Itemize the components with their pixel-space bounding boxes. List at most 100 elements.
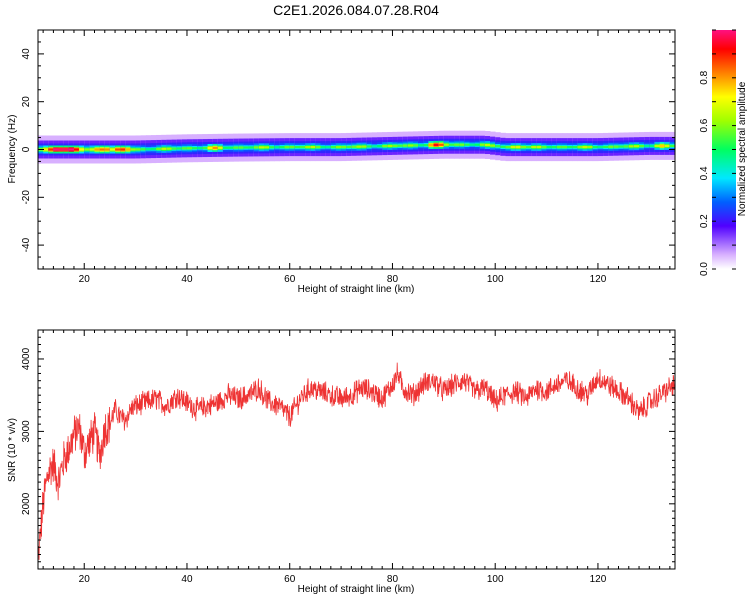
- heatmap-cell: [161, 147, 167, 150]
- heatmap-cell: [335, 146, 342, 149]
- heatmap-cell: [597, 145, 604, 149]
- heatmap-cell: [320, 146, 327, 149]
- y-tick-label: -20: [21, 190, 32, 205]
- y-tick-label: -40: [21, 237, 32, 252]
- heatmap-cell: [104, 148, 111, 151]
- y-tick-label: 40: [21, 48, 32, 60]
- colorbar-tick-label: 0.0: [699, 262, 710, 276]
- heatmap-cell: [623, 145, 630, 148]
- heatmap-cell: [289, 146, 296, 149]
- spectrogram-panel: 20 40 60 80 100 120 -40 -20 0 20 40 Height of stra…: [7, 29, 676, 295]
- figure-title: C2E1.2026.084.07.28.R04: [273, 2, 439, 18]
- heatmap-cell: [402, 144, 409, 147]
- heatmap-cell: [99, 148, 106, 151]
- heatmap-cell: [253, 146, 260, 149]
- heatmap-cell: [664, 144, 671, 148]
- heatmap-cell: [330, 146, 337, 149]
- y-tick-label: 2000: [21, 492, 32, 515]
- x-tick-label: 80: [387, 274, 399, 285]
- heatmap-cell: [582, 146, 589, 149]
- heatmap-cell: [428, 143, 434, 147]
- heatmap-cell: [438, 143, 445, 146]
- heatmap-cell: [356, 145, 363, 148]
- heatmap-cell: [546, 146, 553, 149]
- heatmap-cell: [454, 143, 460, 146]
- heatmap-cell: [433, 143, 440, 146]
- snr-x-label: Height of straight line (km): [298, 584, 415, 595]
- heatmap-cell: [500, 145, 506, 148]
- x-tick-label: 100: [487, 574, 504, 585]
- x-tick-label: 20: [79, 274, 91, 285]
- heatmap-cell: [418, 144, 424, 147]
- heatmap-cell: [556, 146, 563, 149]
- heatmap-cell: [58, 148, 65, 151]
- y-tick-label: 3000: [21, 420, 32, 443]
- heatmap-cell: [366, 145, 373, 148]
- heatmap-cell: [387, 144, 393, 148]
- x-tick-label: 20: [79, 574, 91, 585]
- x-tick-label: 80: [387, 574, 399, 585]
- heatmap-cell: [505, 146, 512, 149]
- heatmap-cell: [73, 148, 80, 151]
- heatmap-cell: [526, 146, 532, 149]
- heatmap-cell: [181, 147, 188, 150]
- x-tick-label: 120: [590, 274, 607, 285]
- colorbar-tick-label: 0.6: [699, 118, 710, 132]
- heatmap-cell: [669, 144, 675, 148]
- heatmap-cell: [238, 146, 244, 149]
- heatmap-cell: [469, 143, 476, 146]
- snr-plot-area: [38, 330, 675, 569]
- heatmap-cell: [151, 147, 157, 151]
- heatmap-cell: [628, 145, 635, 148]
- heatmap-cell: [197, 147, 203, 150]
- heatmap-cell: [89, 148, 95, 151]
- heatmap-cell: [243, 146, 250, 149]
- y-tick-label: 20: [21, 96, 32, 108]
- heatmap-cell: [192, 147, 198, 150]
- heatmap-cell: [633, 145, 640, 148]
- heatmap-cell: [377, 145, 383, 148]
- heatmap-cell: [644, 144, 650, 148]
- heatmap-cell: [392, 144, 398, 147]
- heatmap-cell: [413, 144, 419, 147]
- heatmap-cell: [248, 146, 255, 149]
- heatmap-cell: [145, 148, 152, 151]
- heatmap-cell: [264, 146, 270, 149]
- heatmap-cell: [423, 144, 429, 147]
- heatmap-cell: [63, 148, 70, 151]
- heatmap-cell: [233, 146, 239, 149]
- heatmap-cell: [294, 146, 301, 149]
- colorbar-tick-label: 0.8: [699, 70, 710, 84]
- heatmap-cell: [84, 148, 90, 151]
- heatmap-cell: [551, 146, 558, 149]
- heatmap-cell: [140, 148, 147, 151]
- snr-series-line: [38, 362, 675, 560]
- y-tick-label: 4000: [21, 347, 32, 370]
- heatmap-cell: [407, 144, 414, 147]
- snr-panel: 20 40 60 80 100 120 2000 3000 4000 Height of str…: [7, 329, 676, 595]
- snr-y-label: SNR (10 * v/v): [7, 418, 18, 482]
- heatmap-cell: [603, 145, 609, 149]
- heatmap-cell: [176, 147, 183, 150]
- heatmap-cell: [228, 146, 234, 149]
- heatmap-cell: [94, 148, 101, 151]
- heatmap-cell: [495, 145, 501, 148]
- heatmap-cell: [258, 146, 265, 149]
- heatmap-cell: [520, 146, 527, 149]
- heatmap-cell: [459, 143, 465, 146]
- colorbar-tick-label: 0.2: [699, 214, 710, 228]
- heatmap-cell: [166, 147, 172, 150]
- heatmap-cell: [43, 148, 49, 151]
- heatmap-cell: [479, 143, 486, 146]
- heatmap-cell: [592, 146, 599, 149]
- heatmap-cell: [212, 146, 219, 150]
- heatmap-cell: [649, 144, 655, 148]
- spectrogram-ticks: 20 40 60 80 100 120 -40 -20 0 20 40: [21, 29, 675, 285]
- heatmap-cell: [284, 146, 291, 149]
- x-tick-label: 40: [181, 574, 193, 585]
- heatmap-cell: [474, 143, 481, 146]
- heatmap-cell: [443, 143, 450, 146]
- heatmap-cell: [351, 145, 357, 148]
- y-tick-label: 0: [21, 146, 32, 152]
- heatmap-cell: [120, 148, 126, 151]
